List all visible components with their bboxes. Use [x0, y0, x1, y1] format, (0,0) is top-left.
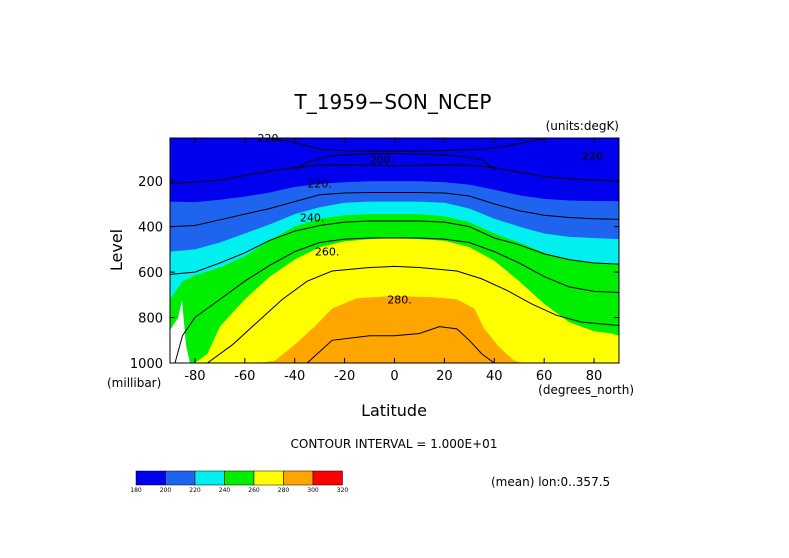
- filled-contour-bands: [170, 181, 619, 363]
- colorbar-swatch: [253, 470, 284, 486]
- y-units-label: (millibar): [107, 376, 161, 390]
- colorbar: 180 200 220 240 260 280 300 320: [130, 470, 349, 494]
- x-tick-label: 80: [586, 369, 603, 384]
- colorbar-tick-label: 260: [248, 487, 260, 494]
- x-tick-label: -60: [234, 369, 255, 384]
- contour-label: 220.: [307, 177, 332, 190]
- contour-band-280: [170, 296, 619, 363]
- y-tick-label: 600: [138, 266, 163, 281]
- contour-label: 260.: [315, 246, 340, 259]
- colorbar-tick-label: 300: [307, 487, 319, 494]
- y-tick-label: 1000: [130, 357, 163, 372]
- contour-interval-text: CONTOUR INTERVAL = 1.000E+01: [291, 437, 498, 451]
- x-axis-label: Latitude: [361, 401, 427, 420]
- contour-labels: 220.200. 220.220.240.260.280.: [258, 132, 607, 306]
- x-axis: -80 -60 -40 -20 0 20 40 60 80: [184, 138, 602, 384]
- colorbar-swatch: [224, 470, 255, 486]
- contour-line: [294, 152, 495, 171]
- colorbar-swatch: [312, 470, 343, 486]
- units-label: (units:degK): [546, 119, 619, 133]
- x-tick-label: 60: [536, 369, 553, 384]
- x-tick-label: 0: [390, 369, 398, 384]
- x-units-label: (degrees_north): [538, 383, 634, 397]
- contour-line: [170, 220, 619, 275]
- colorbar-tick-label: 180: [130, 487, 142, 494]
- y-tick-label: 800: [138, 312, 163, 327]
- colorbar-tick-label: 320: [337, 487, 349, 494]
- contour-label: 200.: [370, 154, 395, 167]
- colorbar-swatch: [283, 470, 314, 486]
- mean-text: (mean) lon:0..357.5: [491, 475, 610, 489]
- x-tick-label: 20: [436, 369, 453, 384]
- y-tick-label: 200: [138, 175, 163, 190]
- x-tick-label: -20: [334, 369, 355, 384]
- contour-line: [306, 326, 495, 363]
- plot-area: 220.200. 220.220.240.260.280.: [169, 132, 620, 364]
- colorbar-swatch: [135, 470, 166, 486]
- colorbar-tick-label: 200: [160, 487, 172, 494]
- contour-line: [269, 138, 545, 152]
- contour-line: [174, 237, 619, 363]
- contour-label: 240.: [300, 212, 325, 225]
- contour-label: 280.: [387, 293, 412, 306]
- y-axis-label: Level: [107, 229, 126, 271]
- contour-label: 220.: [582, 150, 607, 163]
- chart-title: T_1959−SON_NCEP: [294, 90, 492, 114]
- contour-lines: [170, 138, 619, 363]
- contour-line: [207, 265, 619, 363]
- y-axis: 200 400 600 800 1000: [130, 175, 619, 372]
- x-tick-label: -80: [184, 369, 205, 384]
- x-tick-label: -40: [284, 369, 305, 384]
- missing-data-region: [170, 300, 190, 363]
- contour-line: [170, 192, 619, 228]
- colorbar-tick-label: 280: [278, 487, 290, 494]
- colorbar-tick-label: 220: [189, 487, 201, 494]
- x-tick-label: 40: [486, 369, 503, 384]
- contour-line: [170, 164, 619, 184]
- colorbar-swatch: [165, 470, 196, 486]
- colorbar-tick-label: 240: [219, 487, 231, 494]
- colorbar-swatch: [194, 470, 225, 486]
- y-tick-label: 400: [138, 221, 163, 236]
